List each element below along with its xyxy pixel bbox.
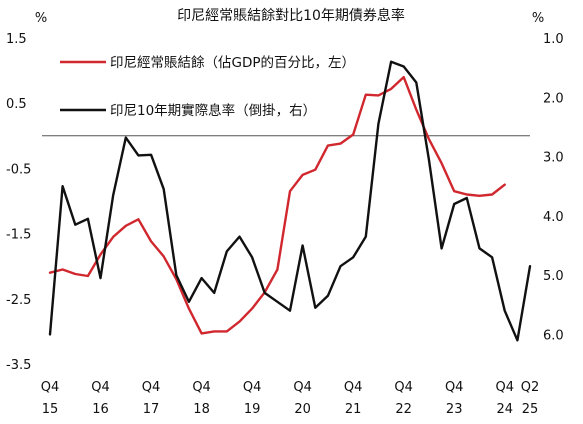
right-axis-unit: %	[532, 11, 544, 26]
right-tick-label: 2.0	[543, 91, 564, 106]
x-tick-year: 22	[395, 402, 412, 417]
legend: 印尼經常賬結餘（佔GDP的百分比，左） 印尼10年期實際息率（倒掛，右）	[60, 54, 355, 119]
right-tick-label: 3.0	[543, 151, 564, 166]
chart-title: 印尼經常賬結餘對比10年期債券息率	[177, 7, 405, 24]
left-tick-label: -1.5	[6, 228, 31, 243]
left-tick-label: 1.5	[6, 32, 27, 47]
x-tick-quarter: Q4	[495, 380, 514, 395]
legend-label-current-account: 印尼經常賬結餘（佔GDP的百分比，左）	[110, 54, 355, 71]
x-tick-year: 25	[522, 402, 539, 417]
right-axis: 1.0 2.0 3.0 4.0 5.0 6.0	[543, 32, 564, 343]
x-tick-year: 24	[496, 402, 513, 417]
left-axis-unit: %	[35, 11, 47, 26]
series-layer	[48, 60, 532, 342]
x-tick-quarter: Q4	[142, 380, 161, 395]
x-tick-year: 20	[294, 402, 311, 417]
left-tick-label: -2.5	[6, 293, 31, 308]
x-tick-year: 19	[244, 402, 261, 417]
x-tick-quarter: Q4	[243, 380, 262, 395]
series-line-real-yield	[48, 60, 532, 342]
x-tick-year: 23	[446, 402, 463, 417]
x-tick-year: 16	[92, 402, 109, 417]
left-tick-label: -0.5	[6, 162, 31, 177]
x-tick-quarter: Q4	[394, 380, 413, 395]
right-tick-label: 4.0	[543, 210, 564, 225]
x-tick-quarter: Q4	[192, 380, 211, 395]
x-tick-quarter: Q4	[91, 380, 110, 395]
x-tick-year: 18	[193, 402, 210, 417]
right-tick-label: 6.0	[543, 328, 564, 343]
x-axis: Q4 15 Q4 16 Q4 17 Q4 18 Q4 19 Q4 20 Q4 21 Q4 22 Q4 23 Q4 24…	[41, 380, 540, 417]
right-tick-label: 5.0	[543, 269, 564, 284]
x-tick-year: 21	[345, 402, 362, 417]
x-tick-year: 17	[143, 402, 160, 417]
series-line-current-account	[48, 75, 506, 335]
left-tick-label: -3.5	[6, 358, 31, 373]
left-axis: 1.5 0.5 -0.5 -1.5 -2.5 -3.5	[6, 32, 31, 373]
right-tick-label: 1.0	[543, 32, 564, 47]
legend-label-real-yield: 印尼10年期實際息率（倒掛，右）	[110, 102, 316, 119]
x-tick-year: 15	[42, 402, 59, 417]
x-tick-quarter: Q4	[41, 380, 60, 395]
x-tick-quarter: Q2	[521, 380, 540, 395]
left-tick-label: 0.5	[6, 97, 27, 112]
x-tick-quarter: Q4	[293, 380, 312, 395]
x-tick-quarter: Q4	[344, 380, 363, 395]
x-tick-quarter: Q4	[445, 380, 464, 395]
